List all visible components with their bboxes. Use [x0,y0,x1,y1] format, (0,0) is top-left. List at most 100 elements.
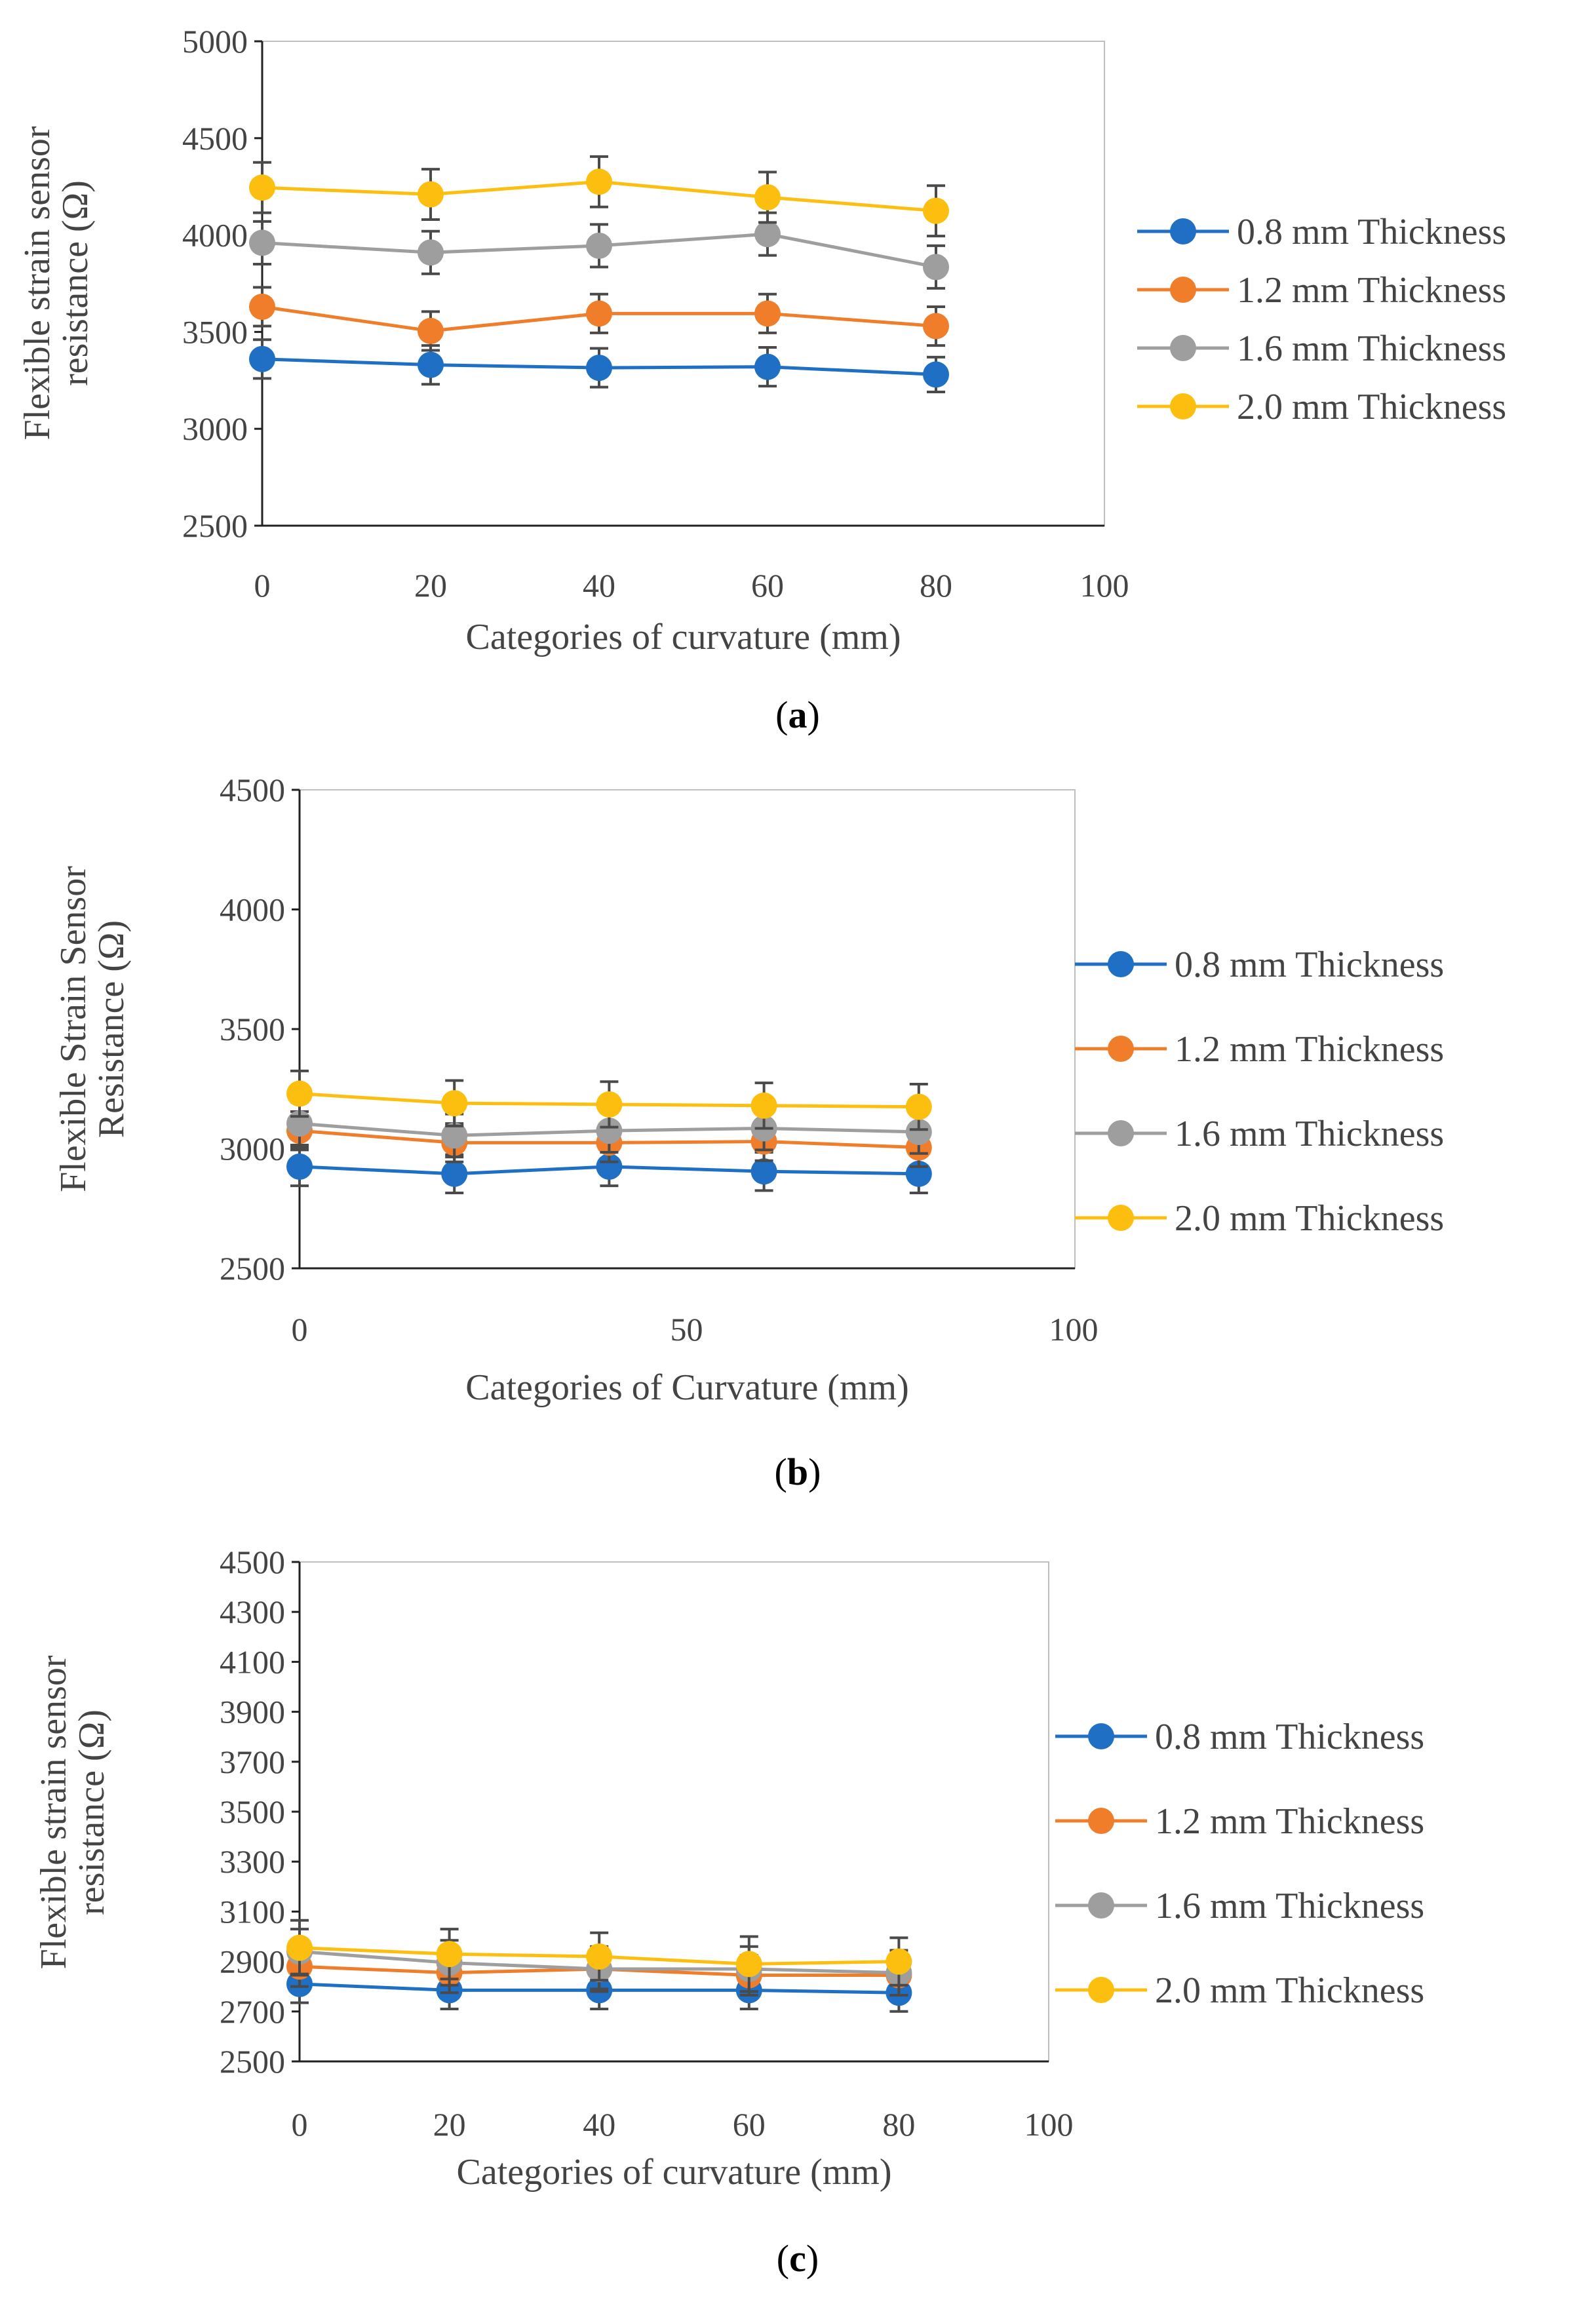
legend-swatch-marker [1108,1120,1134,1146]
y-tick-label: 4500 [220,771,285,808]
legend-label: 0.8 mm Thickness [1155,1717,1424,1757]
data-point [750,1092,777,1119]
caption-close: ) [808,1451,821,1493]
legend-label: 2.0 mm Thickness [1237,387,1506,427]
series-s20 [286,1069,932,1131]
data-point [249,174,275,201]
y-tick-label: 2900 [220,1943,285,1980]
legend-label: 0.8 mm Thickness [1175,945,1444,985]
data-point [923,197,949,224]
data-point [586,232,612,259]
chart-panel-b: 2500 3000 3500 4000 4500 0 50 100 Categories of … [53,771,1444,1493]
legend-swatch-marker [1170,335,1196,361]
legend-swatch-marker [1170,393,1196,419]
panel-caption: (a) [775,693,820,736]
x-axis-title: Categories of curvature (mm) [457,2152,892,2193]
y-tick-label: 4500 [220,1544,285,1580]
legend-label: 1.6 mm Thickness [1237,328,1506,369]
caption-close: ) [808,693,820,736]
data-point [754,184,781,210]
data-point [418,239,444,266]
x-tick-label: 100 [1024,2106,1074,2143]
legend-swatch-marker [1088,1892,1114,1919]
y-axis-title-line: resistance (Ω) [71,1709,112,1915]
caption-open: ( [777,2237,789,2280]
y-tick-label: 2500 [220,1250,285,1287]
caption-close: ) [806,2237,819,2280]
data-point [249,293,275,320]
data-point [754,353,781,380]
plot-frame [299,1561,1049,2062]
data-point [586,300,612,327]
data-point [905,1093,932,1120]
y-tick-label: 5000 [182,23,248,60]
legend-swatch-marker [1088,1723,1114,1749]
y-tick-label: 3900 [220,1694,285,1730]
data-point [441,1160,468,1187]
y-tick-label: 2500 [182,507,248,544]
x-tick-label: 60 [751,567,784,604]
data-point [418,181,444,208]
data-point [735,1951,762,1978]
data-point [886,1948,912,1975]
x-tick-label: 0 [254,567,271,604]
y-tick-label: 2500 [220,2043,285,2080]
data-point [436,1941,463,1968]
legend-label: 1.6 mm Thickness [1175,1114,1444,1154]
data-point [596,1118,623,1144]
data-point [923,313,949,340]
y-tick-label: 3700 [220,1744,285,1780]
caption-open: ( [775,693,788,736]
y-axis-title: Flexible Strain SensorResistance (Ω) [53,866,132,1192]
data-point [249,229,275,256]
data-point [586,355,612,381]
y-tick-label: 3000 [182,410,248,447]
y-axis-title-line: Resistance (Ω) [91,920,132,1138]
x-tick-label: 0 [292,1311,308,1348]
y-tick-label: 4100 [220,1643,285,1680]
plot-frame [262,41,1105,526]
y-tick-label: 3500 [220,1793,285,1830]
data-point [441,1122,468,1149]
y-axis-title-line: resistance (Ω) [55,180,96,386]
x-tick-label: 40 [583,567,615,604]
data-point [596,1153,623,1180]
y-tick-label: 3300 [220,1843,285,1880]
x-tick-label: 80 [882,2106,915,2143]
x-axis-title: Categories of curvature (mm) [466,617,901,657]
chart-panel-c: 2500 2700 2900 3100 3300 3500 3700 3900 4100 4300… [33,1544,1424,2280]
series-s08 [249,338,949,394]
data-point [441,1090,468,1117]
data-point [418,317,444,344]
y-axis-title: Flexible strain sensorresistance (Ω) [33,1655,112,1969]
y-tick-label: 3100 [220,1893,285,1930]
y-tick-label: 4300 [220,1593,285,1630]
caption-letter: a [788,693,808,736]
x-tick-label: 20 [414,567,447,604]
series-s08 [286,1146,932,1195]
data-point [586,168,612,195]
data-point [754,300,781,327]
legend-swatch-marker [1170,218,1196,244]
y-tick-label: 4000 [220,891,285,928]
y-axis-title-line: Flexible Strain Sensor [53,866,94,1192]
legend-label: 2.0 mm Thickness [1175,1198,1444,1239]
data-point [750,1158,777,1185]
legend-label: 1.2 mm Thickness [1237,270,1506,311]
panel-caption: (b) [775,1451,821,1493]
series-s20 [249,155,949,238]
legend-swatch-marker [1108,1036,1134,1062]
data-point [286,1153,313,1180]
y-tick-label: 3500 [220,1011,285,1047]
legend-swatch-marker [1088,1808,1114,1834]
y-tick-label: 3000 [220,1131,285,1167]
x-tick-label: 0 [292,2106,308,2143]
data-point [418,351,444,378]
legend-label: 0.8 mm Thickness [1237,212,1506,252]
panel-caption: (c) [777,2237,819,2280]
data-point [596,1091,623,1118]
caption-letter: b [787,1451,808,1493]
data-point [286,1934,313,1961]
legend-label: 1.6 mm Thickness [1155,1886,1424,1926]
y-axis-title: Flexible strain sensorresistance (Ω) [17,126,96,440]
